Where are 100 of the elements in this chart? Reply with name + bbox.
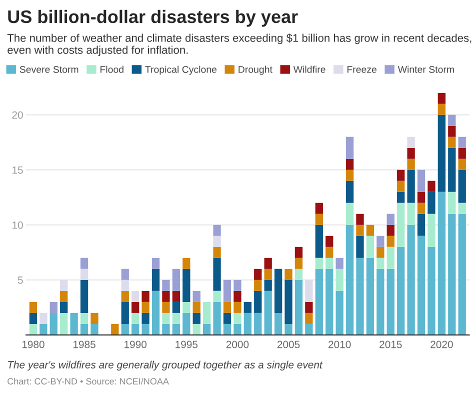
bar	[121, 290, 129, 302]
bar	[29, 312, 38, 324]
bar	[386, 236, 394, 247]
legend-label: Freeze	[347, 66, 377, 73]
bar	[305, 302, 313, 313]
bar	[234, 280, 242, 291]
bar	[428, 246, 436, 335]
bar	[315, 268, 323, 335]
bar	[132, 302, 140, 313]
bar	[417, 192, 426, 203]
bar	[315, 202, 323, 214]
bar	[438, 192, 446, 335]
bar	[70, 312, 78, 335]
x-tick-label: 1980	[22, 340, 44, 348]
bar	[305, 312, 313, 324]
bar	[162, 280, 170, 291]
bar	[366, 258, 374, 335]
bar	[438, 104, 446, 115]
bar	[234, 312, 242, 324]
bar	[336, 258, 344, 269]
bar	[407, 136, 415, 148]
bar	[192, 290, 200, 302]
bar	[386, 246, 394, 269]
bar	[346, 180, 354, 203]
bar	[60, 312, 68, 335]
bar	[90, 312, 98, 324]
legend-label: Severe Storm	[20, 66, 78, 73]
y-tick-label: 10	[12, 221, 23, 229]
bar	[284, 268, 292, 280]
bar	[213, 224, 221, 236]
bar	[202, 324, 211, 335]
bar	[448, 136, 456, 148]
chart-title: US billion-dollar disasters by year	[8, 10, 298, 27]
text: Chart: CC-BY-ND • Source: NCEI/NOAA	[8, 378, 169, 385]
bar	[274, 312, 282, 335]
bar	[142, 302, 150, 313]
bar	[213, 236, 221, 247]
x-tick-label: 2020	[430, 340, 453, 348]
bar	[111, 324, 119, 335]
bar	[192, 324, 200, 335]
bar	[356, 258, 364, 335]
bar	[264, 268, 272, 280]
bar	[80, 280, 88, 313]
bar	[244, 302, 252, 313]
bar	[192, 312, 200, 324]
x-tick-label: 2005	[277, 340, 300, 348]
bar	[254, 280, 262, 291]
legend-label: Tropical Cyclone	[145, 66, 217, 75]
bar	[132, 290, 140, 302]
bar	[162, 324, 170, 335]
bar	[326, 258, 334, 269]
bar	[458, 202, 466, 214]
bar	[254, 290, 262, 313]
bar	[172, 290, 180, 302]
bar	[132, 312, 140, 324]
bar	[448, 126, 456, 137]
bar	[284, 280, 292, 324]
bar	[152, 258, 160, 269]
bar	[264, 280, 272, 291]
bar	[172, 302, 180, 313]
bar	[397, 246, 405, 335]
bar	[142, 312, 150, 324]
bar	[244, 312, 252, 335]
bar	[417, 214, 426, 236]
bar	[192, 302, 200, 313]
bar	[448, 192, 456, 214]
bar	[458, 170, 466, 203]
bar	[397, 170, 405, 181]
bar	[29, 324, 38, 335]
bar	[60, 290, 68, 302]
bar	[458, 214, 466, 335]
bar	[60, 302, 68, 313]
bar	[121, 302, 129, 324]
bar	[50, 312, 58, 335]
x-tick-label: 1995	[176, 340, 198, 348]
bar	[162, 312, 170, 324]
bar	[346, 202, 354, 225]
bar	[448, 148, 456, 192]
bar	[458, 136, 466, 148]
x-tick-label: 1985	[73, 340, 96, 348]
bar	[223, 312, 232, 324]
bar	[366, 224, 374, 236]
bar	[40, 324, 48, 335]
bar	[305, 324, 313, 335]
bar	[213, 290, 221, 302]
x-tick-label: 1990	[124, 340, 147, 348]
bar	[223, 324, 232, 335]
bar	[162, 302, 170, 313]
bar	[223, 280, 232, 302]
bar	[80, 312, 88, 324]
bar	[346, 170, 354, 181]
bar	[294, 280, 303, 335]
bar	[458, 158, 466, 170]
bar	[152, 290, 160, 335]
bar	[254, 268, 262, 280]
bar	[438, 92, 446, 104]
x-tick-label: 2015	[380, 340, 402, 348]
bar	[407, 224, 415, 335]
bar	[213, 302, 221, 335]
bar	[326, 268, 334, 335]
